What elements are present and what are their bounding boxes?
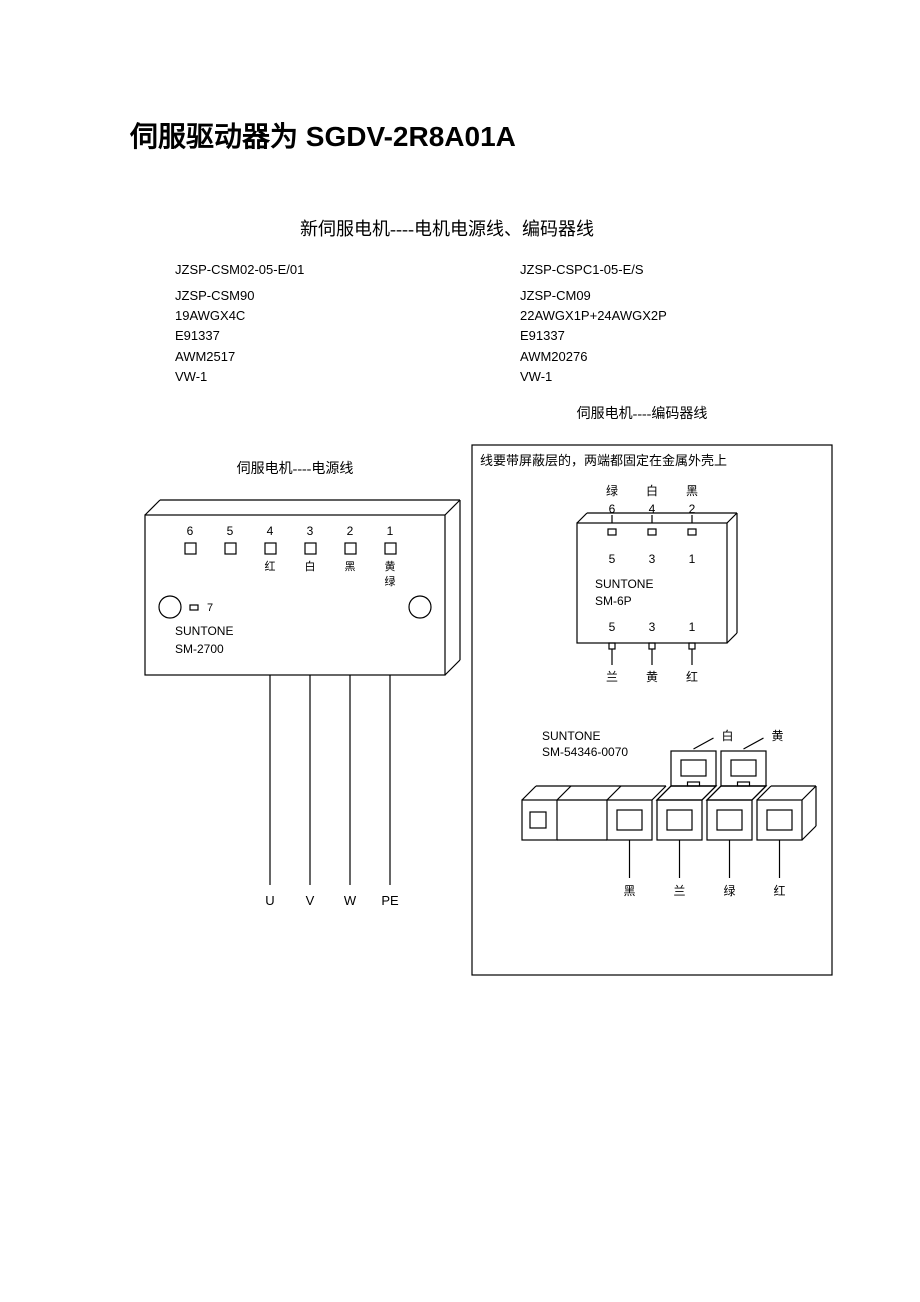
svg-text:黑: 黑 — [345, 560, 356, 573]
page-title: 伺服驱动器为 SGDV-2R8A01A — [130, 115, 516, 155]
svg-text:绿: 绿 — [606, 483, 618, 498]
encoder-shield-note: 线要带屏蔽层的，两端都固定在金属外壳上 — [480, 453, 727, 468]
title-model: SGDV-2R8A01A — [306, 121, 516, 152]
svg-text:黄: 黄 — [772, 729, 784, 743]
svg-text:4: 4 — [649, 502, 656, 516]
svg-text:U: U — [265, 893, 274, 908]
svg-text:1: 1 — [689, 552, 696, 566]
svg-text:黄: 黄 — [646, 670, 658, 684]
left-spec-header: JZSP-CSM02-05-E/01 — [175, 260, 304, 280]
right-spec-line: AWM20276 — [520, 347, 667, 367]
svg-text:红: 红 — [686, 669, 698, 684]
svg-text:黑: 黑 — [686, 484, 698, 498]
power-model: SM-2700 — [175, 642, 224, 656]
left-spec-line: VW-1 — [175, 367, 304, 387]
right-spec-line: JZSP-CM09 — [520, 286, 667, 306]
svg-text:5: 5 — [609, 552, 616, 566]
svg-text:黄: 黄 — [385, 559, 396, 573]
power-brand: SUNTONE — [175, 624, 233, 638]
left-spec-line: AWM2517 — [175, 347, 304, 367]
svg-text:6: 6 — [187, 524, 194, 538]
svg-text:1: 1 — [387, 524, 394, 538]
left-spec-line: E91337 — [175, 326, 304, 346]
power-pin7-label: 7 — [207, 602, 213, 614]
left-spec-block: JZSP-CSM02-05-E/01 JZSP-CSM90 19AWGX4C E… — [175, 260, 304, 387]
page: 伺服驱动器为 SGDV-2R8A01A 新伺服电机----电机电源线、编码器线 … — [0, 0, 920, 1302]
title-prefix: 伺服驱动器为 — [130, 121, 306, 152]
svg-text:5: 5 — [227, 524, 234, 538]
left-spec-line: JZSP-CSM90 — [175, 286, 304, 306]
svg-text:V: V — [306, 893, 315, 908]
svg-text:SUNTONE: SUNTONE — [595, 577, 653, 591]
svg-text:6: 6 — [609, 502, 616, 516]
right-spec-line: VW-1 — [520, 367, 667, 387]
svg-text:PE: PE — [381, 893, 399, 908]
left-spec-line: 19AWGX4C — [175, 306, 304, 326]
right-spec-line: E91337 — [520, 326, 667, 346]
power-diagram: 伺服电机----电源线 6 5 4 3 2 1 红 白 黑 黄绿 7 — [115, 455, 475, 940]
svg-text:1: 1 — [689, 620, 696, 634]
encoder-diagram: 伺服电机----编码器线 线要带屏蔽层的，两端都固定在金属外壳上 绿 6 白 4 黑 2 5… — [462, 400, 862, 1005]
svg-text:绿: 绿 — [723, 883, 735, 898]
power-label: 伺服电机----电源线 — [237, 461, 354, 477]
right-spec-block: JZSP-CSPC1-05-E/S JZSP-CM09 22AWGX1P+24A… — [520, 260, 667, 387]
svg-text:SM-54346-0070: SM-54346-0070 — [542, 745, 628, 759]
svg-text:白: 白 — [646, 483, 658, 498]
svg-text:红: 红 — [265, 560, 276, 573]
svg-text:白: 白 — [722, 728, 734, 743]
subtitle: 新伺服电机----电机电源线、编码器线 — [300, 215, 594, 241]
svg-text:白: 白 — [305, 559, 316, 573]
svg-text:2: 2 — [347, 524, 354, 538]
svg-text:2: 2 — [689, 502, 696, 516]
svg-text:3: 3 — [649, 552, 656, 566]
svg-text:兰: 兰 — [673, 884, 685, 898]
svg-text:红: 红 — [773, 883, 785, 898]
right-spec-line: 22AWGX1P+24AWGX2P — [520, 306, 667, 326]
svg-text:兰: 兰 — [606, 670, 618, 684]
svg-text:3: 3 — [307, 524, 314, 538]
svg-text:W: W — [344, 893, 357, 908]
svg-text:SUNTONE: SUNTONE — [542, 729, 600, 743]
svg-text:绿: 绿 — [385, 574, 396, 588]
svg-text:黑: 黑 — [623, 884, 635, 898]
svg-text:3: 3 — [649, 620, 656, 634]
right-spec-header: JZSP-CSPC1-05-E/S — [520, 260, 667, 280]
svg-text:5: 5 — [609, 620, 616, 634]
svg-text:4: 4 — [267, 524, 274, 538]
encoder-label: 伺服电机----编码器线 — [577, 406, 708, 422]
svg-text:SM-6P: SM-6P — [595, 594, 632, 608]
